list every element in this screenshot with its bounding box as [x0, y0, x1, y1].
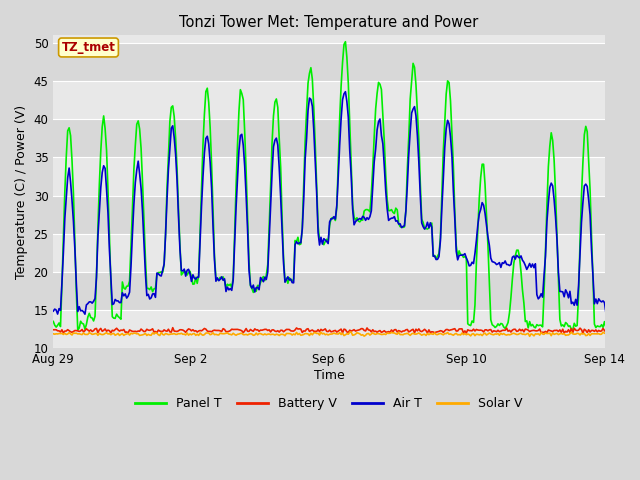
- Air T: [81, 312, 89, 317]
- Air T: [635, 309, 640, 315]
- Battery V: [49, 327, 57, 333]
- Solar V: [480, 331, 488, 337]
- Battery V: [464, 327, 472, 333]
- Battery V: [579, 330, 587, 336]
- Bar: [53, 195, 605, 234]
- Battery V: [481, 327, 489, 333]
- Air T: [227, 286, 234, 291]
- Air T: [579, 200, 587, 205]
- Panel T: [227, 281, 234, 287]
- Legend: Panel T, Battery V, Air T, Solar V: Panel T, Battery V, Air T, Solar V: [130, 392, 528, 415]
- Bar: [53, 43, 605, 81]
- Solar V: [245, 331, 253, 337]
- Panel T: [246, 283, 254, 288]
- Solar V: [376, 331, 384, 337]
- Solar V: [579, 331, 587, 337]
- Battery V: [635, 329, 640, 335]
- Battery V: [248, 328, 256, 334]
- Air T: [464, 258, 472, 264]
- Battery V: [169, 325, 177, 331]
- Bar: [53, 272, 605, 310]
- Line: Solar V: Solar V: [53, 332, 639, 336]
- Solar V: [526, 334, 534, 339]
- Line: Battery V: Battery V: [53, 328, 639, 333]
- Solar V: [317, 329, 325, 335]
- Solar V: [635, 331, 640, 337]
- Panel T: [378, 86, 385, 92]
- Air T: [481, 210, 489, 216]
- Air T: [49, 308, 57, 314]
- Bar: [53, 234, 605, 272]
- Y-axis label: Temperature (C) / Power (V): Temperature (C) / Power (V): [15, 105, 28, 279]
- Solar V: [49, 331, 57, 336]
- Panel T: [579, 160, 587, 166]
- Solar V: [463, 332, 470, 337]
- Air T: [342, 89, 349, 95]
- Battery V: [228, 326, 236, 332]
- Air T: [378, 132, 385, 138]
- Battery V: [60, 330, 67, 336]
- Title: Tonzi Tower Met: Temperature and Power: Tonzi Tower Met: Temperature and Power: [179, 15, 479, 30]
- Line: Panel T: Panel T: [53, 42, 639, 330]
- Panel T: [635, 322, 640, 328]
- Battery V: [378, 329, 385, 335]
- Panel T: [342, 39, 349, 45]
- Line: Air T: Air T: [53, 92, 639, 314]
- Panel T: [481, 181, 489, 187]
- Bar: [53, 310, 605, 348]
- Panel T: [464, 321, 472, 327]
- Panel T: [49, 319, 57, 324]
- Bar: [53, 81, 605, 119]
- X-axis label: Time: Time: [314, 369, 344, 382]
- Bar: [53, 157, 605, 195]
- Air T: [246, 282, 254, 288]
- Text: TZ_tmet: TZ_tmet: [61, 41, 115, 54]
- Bar: [53, 119, 605, 157]
- Panel T: [74, 327, 81, 333]
- Solar V: [225, 331, 233, 337]
